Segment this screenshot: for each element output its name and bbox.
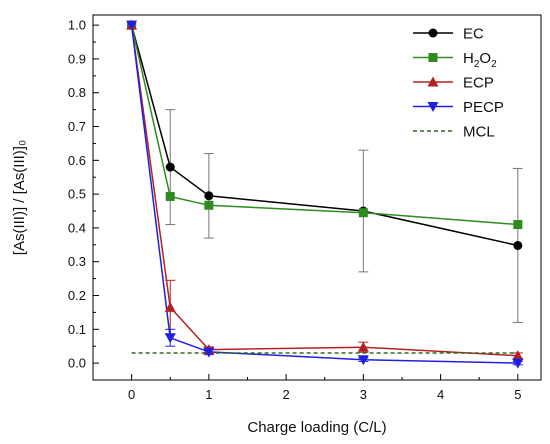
- x-tick-label: 5: [514, 387, 521, 402]
- plot-area-frame: [92, 14, 542, 381]
- axis-ticks: [93, 24, 519, 380]
- data-point-circle: [428, 28, 438, 38]
- x-axis-label: Charge loading (C/L): [247, 419, 386, 436]
- data-point-triangle-down: [126, 20, 138, 31]
- series-line-h2o2: [130, 24, 518, 226]
- data-point-square: [165, 191, 175, 201]
- data-point-triangle-down: [164, 333, 176, 344]
- series-line-ec: [130, 24, 518, 247]
- y-tick-label: 0.3: [68, 254, 86, 269]
- x-tick-label: 0: [128, 387, 135, 402]
- data-point-triangle-down: [357, 355, 369, 366]
- data-point-triangle-up: [357, 341, 369, 352]
- y-tick-label: 1.0: [68, 18, 86, 33]
- error-bars: [165, 109, 523, 366]
- y-tick-label: 0.5: [68, 187, 86, 202]
- x-tick-label: 4: [437, 387, 444, 402]
- legend-label-pecp: PECP: [463, 99, 504, 116]
- legend-label-mcl: MCL: [463, 124, 495, 141]
- data-point-square: [513, 220, 523, 230]
- y-tick-label: 0.4: [68, 220, 86, 235]
- data-point-square: [358, 208, 368, 218]
- tick-labels: 0 1 2 3 4 5 0.0 0.1 0.2 0.3 0.4 0.5 0.6 0.7 0.8 0.9 1.0: [68, 18, 522, 402]
- data-point-triangle-down: [427, 102, 439, 112]
- data-point-triangle-up: [164, 301, 176, 312]
- series-line-ecp: [130, 24, 518, 357]
- data-point-circle: [204, 191, 214, 201]
- y-tick-label: 0.7: [68, 119, 86, 134]
- data-point-circle: [165, 162, 175, 172]
- x-tick-label: 2: [282, 387, 289, 402]
- legend-label-h2o2: H2O2: [463, 50, 497, 70]
- y-tick-label: 0.8: [68, 85, 86, 100]
- y-tick-label: 0.1: [68, 322, 86, 337]
- x-tick-label: 3: [360, 387, 367, 402]
- data-point-triangle-up: [427, 76, 439, 87]
- series-line-pecp: [130, 25, 518, 364]
- y-tick-label: 0.0: [68, 356, 86, 371]
- legend-label-ec: EC: [463, 26, 484, 43]
- data-point-triangle-down: [203, 347, 215, 358]
- series-lines: [130, 24, 518, 364]
- y-tick-label: 0.2: [68, 288, 86, 303]
- data-point-square: [428, 53, 438, 62]
- y-axis-label: [As(III)] / [As(III)]₀: [11, 140, 28, 255]
- legend: EC H2O2 ECP PECP MCL: [413, 26, 504, 141]
- legend-label-ecp: ECP: [463, 75, 494, 92]
- y-tick-label: 0.9: [68, 51, 86, 66]
- data-point-triangle-down: [512, 358, 524, 369]
- y-tick-label: 0.6: [68, 153, 86, 168]
- data-point-circle: [513, 240, 523, 250]
- data-point-square: [204, 200, 214, 210]
- series-markers: [126, 19, 524, 369]
- x-tick-label: 1: [205, 387, 212, 402]
- data-point-triangle-up: [512, 350, 524, 361]
